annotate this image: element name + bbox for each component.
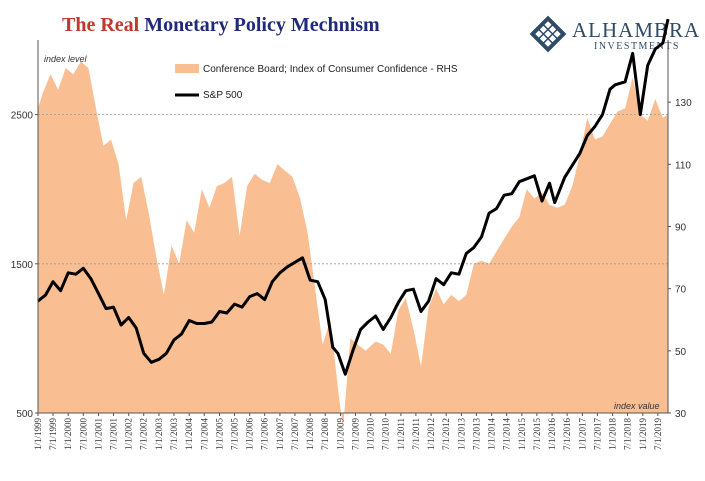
x-tick-label: 7/1/2008	[320, 418, 330, 451]
x-tick-label: 7/1/2009	[350, 418, 360, 451]
chart-title: The Real Monetary Policy Mechnism	[62, 14, 380, 37]
x-tick-label: 7/1/2007	[290, 418, 300, 451]
x-tick-label: 1/1/2017	[577, 418, 587, 451]
legend-label-line: S&P 500	[203, 90, 243, 101]
x-tick-label: 7/1/2000	[78, 418, 88, 451]
x-tick-label: 7/1/2015	[532, 418, 542, 451]
x-tick-label: 7/1/2012	[441, 418, 451, 450]
y-right-tick-label: 50	[675, 347, 687, 358]
y-left-tick-label: 500	[16, 409, 33, 420]
y-right-label: index value	[614, 401, 660, 411]
y-left-tick-label: 1500	[11, 260, 34, 271]
x-tick-label: 7/1/2002	[139, 418, 149, 450]
x-tick-label: 1/1/2011	[396, 418, 406, 450]
x-tick-label: 1/1/2009	[335, 418, 345, 451]
y-right-tick-label: 110	[675, 160, 691, 171]
legend-swatch-area	[175, 64, 199, 73]
x-tick-label: 7/1/2001	[109, 418, 119, 450]
y-left-tick-label: 2500	[11, 111, 34, 122]
x-tick-label: 1/1/2019	[638, 418, 648, 451]
x-tick-label: 1/1/2004	[184, 418, 194, 451]
x-tick-label: 7/1/2011	[411, 418, 421, 450]
chart-title-part2: Monetary Policy Mechnism	[144, 14, 380, 36]
x-tick-label: 7/1/2010	[381, 418, 391, 451]
x-tick-label: 7/1/2005	[229, 418, 239, 451]
x-tick-label: 7/1/2019	[653, 418, 663, 451]
logo: ALHAMBRA INVESTMENTS	[528, 12, 701, 58]
x-tick-label: 7/1/1999	[48, 418, 58, 451]
x-tick-label: 7/1/2013	[471, 418, 481, 451]
series-line-sp500	[37, 18, 670, 376]
x-tick-label: 1/1/2001	[94, 418, 104, 450]
x-tick-label: 7/1/2017	[592, 418, 602, 451]
line-layer	[37, 18, 670, 376]
x-tick-label: 1/1/2003	[154, 418, 164, 451]
x-tick-label: 7/1/2018	[623, 418, 633, 451]
x-tick-label: 1/1/2005	[214, 418, 224, 451]
area-layer	[38, 61, 668, 429]
x-tick-label: 1/1/2010	[366, 418, 376, 451]
x-tick-label: 1/1/2000	[63, 418, 73, 451]
grid-layer	[38, 114, 668, 265]
logo-brand: ALHAMBRA	[572, 18, 701, 42]
x-tick-label: 7/1/2004	[199, 418, 209, 451]
x-tick-label: 1/1/2016	[547, 418, 557, 451]
x-tick-label: 1/1/2007	[275, 418, 285, 451]
x-tick-label: 1/1/2006	[245, 418, 255, 451]
y-right-tick-label: 130	[675, 98, 692, 109]
legend-label-area: Conference Board; Index of Consumer Conf…	[203, 64, 458, 75]
x-tick-label: 1/1/1999	[33, 418, 43, 451]
x-tick-label: 1/1/2015	[517, 418, 527, 451]
diamond-lattice-icon	[529, 15, 567, 53]
y-left-label: index level	[44, 54, 88, 64]
x-tick-label: 1/1/2012	[426, 418, 436, 450]
x-tick-label: 1/1/2013	[456, 418, 466, 451]
y-right-tick-label: 90	[675, 223, 687, 234]
legend: Conference Board; Index of Consumer Conf…	[175, 64, 458, 101]
chart-title-part1: The Real	[62, 14, 140, 36]
x-tick-label: 1/1/2002	[124, 418, 134, 450]
x-tick-label: 1/1/2008	[305, 418, 315, 451]
x-tick-label: 7/1/2016	[562, 418, 572, 451]
series-area-consumer-confidence	[38, 61, 668, 429]
x-tick-label: 7/1/2003	[169, 418, 179, 451]
axis-layer: 500 1500 2500 30 50 70 90 110 130 1/1/1999 7/1/199…	[11, 40, 692, 450]
x-tick-label: 7/1/2006	[260, 418, 270, 451]
y-right-tick-label: 70	[675, 285, 687, 296]
y-right-tick-label: 30	[675, 409, 687, 420]
logo-sub: INVESTMENTS	[594, 41, 680, 52]
x-tick-label: 7/1/2014	[502, 418, 512, 451]
x-tick-label: 1/1/2014	[487, 418, 497, 451]
x-tick-label: 1/1/2018	[608, 418, 618, 451]
